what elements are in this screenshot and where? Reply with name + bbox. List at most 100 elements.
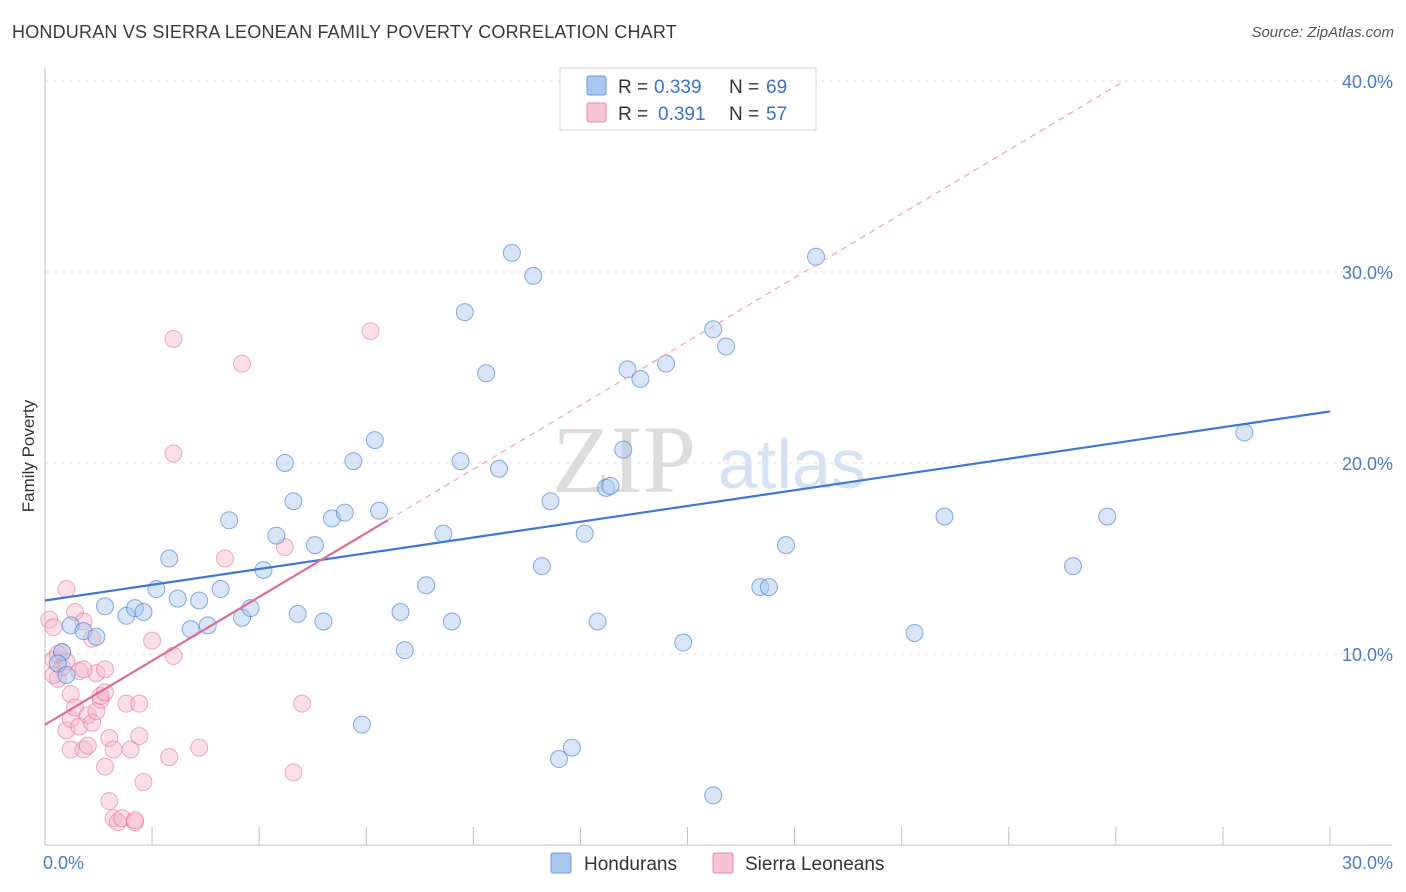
point-honduran <box>631 369 650 388</box>
source-label: Source: ZipAtlas.com <box>1251 24 1394 41</box>
point-sierra-leonean <box>61 740 80 759</box>
point-sierra-leonean <box>164 329 183 348</box>
legend-n-label-2: N = <box>729 104 759 125</box>
x-tick-label-0: 0.0% <box>43 853 84 873</box>
bottom-legend-swatch-hondurans <box>550 852 572 874</box>
series-hondurans-points <box>48 243 1254 805</box>
point-honduran <box>704 786 723 805</box>
y-tick-label-20: 20.0% <box>1342 454 1393 474</box>
point-honduran <box>502 243 521 262</box>
point-honduran <box>550 750 568 769</box>
point-sierra-leonean <box>215 549 234 568</box>
point-honduran <box>442 612 461 631</box>
grid-lines <box>45 80 1392 655</box>
point-sierra-leonean <box>134 772 153 791</box>
point-honduran <box>391 602 410 621</box>
point-honduran <box>588 612 607 631</box>
legend-swatch-hondurans <box>586 75 607 96</box>
point-sierra-leonean <box>78 736 97 755</box>
point-honduran <box>335 503 354 522</box>
point-honduran <box>275 454 294 472</box>
point-honduran <box>305 536 324 555</box>
point-honduran <box>190 591 209 610</box>
point-sierra-leonean <box>284 763 303 782</box>
point-sierra-leonean <box>130 727 149 746</box>
legend-r-value-2: 0.391 <box>658 104 706 125</box>
point-honduran <box>1098 507 1117 526</box>
point-honduran <box>601 476 620 495</box>
y-tick-label-10: 10.0% <box>1342 645 1393 665</box>
legend-n-label-1: N = <box>729 77 759 98</box>
point-honduran <box>288 604 307 623</box>
point-honduran <box>1064 557 1082 576</box>
legend-r-label-2: R = <box>618 104 648 125</box>
point-honduran <box>417 576 436 595</box>
trend-line-hondurans <box>44 410 1331 602</box>
point-honduran <box>168 589 187 608</box>
point-honduran <box>284 492 303 511</box>
point-sierra-leonean <box>83 713 102 732</box>
legend-n-value-1: 69 <box>766 77 787 98</box>
point-sierra-leonean <box>95 660 114 679</box>
point-honduran <box>905 623 924 642</box>
point-honduran <box>657 354 676 373</box>
point-honduran <box>314 612 333 631</box>
point-honduran <box>541 492 560 511</box>
watermark-zip: ZIP <box>552 406 696 513</box>
point-sierra-leonean <box>57 580 76 599</box>
point-sierra-leonean <box>293 694 311 713</box>
legend-r-value-1: 0.339 <box>654 77 702 98</box>
point-honduran <box>455 303 474 322</box>
legend: R = 0.339 N = 69 R = 0.391 N = 57 <box>559 67 817 131</box>
point-honduran <box>434 524 453 543</box>
point-honduran <box>614 440 633 459</box>
axes <box>44 68 1392 846</box>
point-sierra-leonean <box>164 646 183 665</box>
point-sierra-leonean <box>125 811 144 830</box>
point-honduran <box>134 602 153 621</box>
point-sierra-leonean <box>74 660 93 679</box>
point-sierra-leonean <box>100 792 119 811</box>
chart-title: HONDURAN VS SIERRA LEONEAN FAMILY POVERT… <box>12 22 677 42</box>
legend-swatch-sierra-leoneans <box>586 102 607 123</box>
point-honduran <box>759 578 778 597</box>
point-sierra-leonean <box>164 444 183 463</box>
axis-tick-labels: 10.0% 20.0% 30.0% 40.0% 0.0% 30.0% <box>43 72 1393 873</box>
point-honduran <box>344 452 363 471</box>
point-sierra-leonean <box>95 683 114 702</box>
point-honduran <box>562 738 581 757</box>
point-honduran <box>365 431 384 450</box>
point-honduran <box>451 452 470 471</box>
point-honduran <box>395 641 414 660</box>
point-sierra-leonean <box>143 631 162 650</box>
point-sierra-leonean <box>233 354 252 373</box>
point-honduran <box>674 633 693 652</box>
point-honduran <box>532 557 551 576</box>
point-honduran <box>777 536 796 555</box>
x-tick-label-30: 30.0% <box>1342 853 1393 873</box>
point-honduran <box>370 501 389 520</box>
bottom-legend-hondurans: Hondurans <box>584 854 677 875</box>
point-honduran <box>490 459 509 478</box>
point-honduran <box>524 266 543 285</box>
point-honduran <box>220 511 239 530</box>
point-honduran <box>575 524 594 543</box>
point-sierra-leonean <box>130 694 149 713</box>
point-sierra-leonean <box>117 694 136 713</box>
y-tick-label-30: 30.0% <box>1342 263 1393 283</box>
legend-r-label-1: R = <box>618 77 648 98</box>
point-honduran <box>87 627 106 646</box>
point-sierra-leonean <box>190 738 209 757</box>
point-honduran <box>53 643 72 662</box>
point-sierra-leonean <box>121 740 140 759</box>
y-axis-label: Family Poverty <box>19 399 38 512</box>
bottom-legend: Hondurans Sierra Leoneans <box>550 852 884 875</box>
point-sierra-leonean <box>361 322 380 341</box>
point-honduran <box>160 549 179 568</box>
legend-n-value-2: 57 <box>766 104 787 125</box>
point-sierra-leonean <box>100 729 119 748</box>
bottom-legend-sierra-leoneans: Sierra Leoneans <box>745 854 884 875</box>
point-honduran <box>125 599 144 618</box>
point-honduran <box>1235 423 1254 442</box>
